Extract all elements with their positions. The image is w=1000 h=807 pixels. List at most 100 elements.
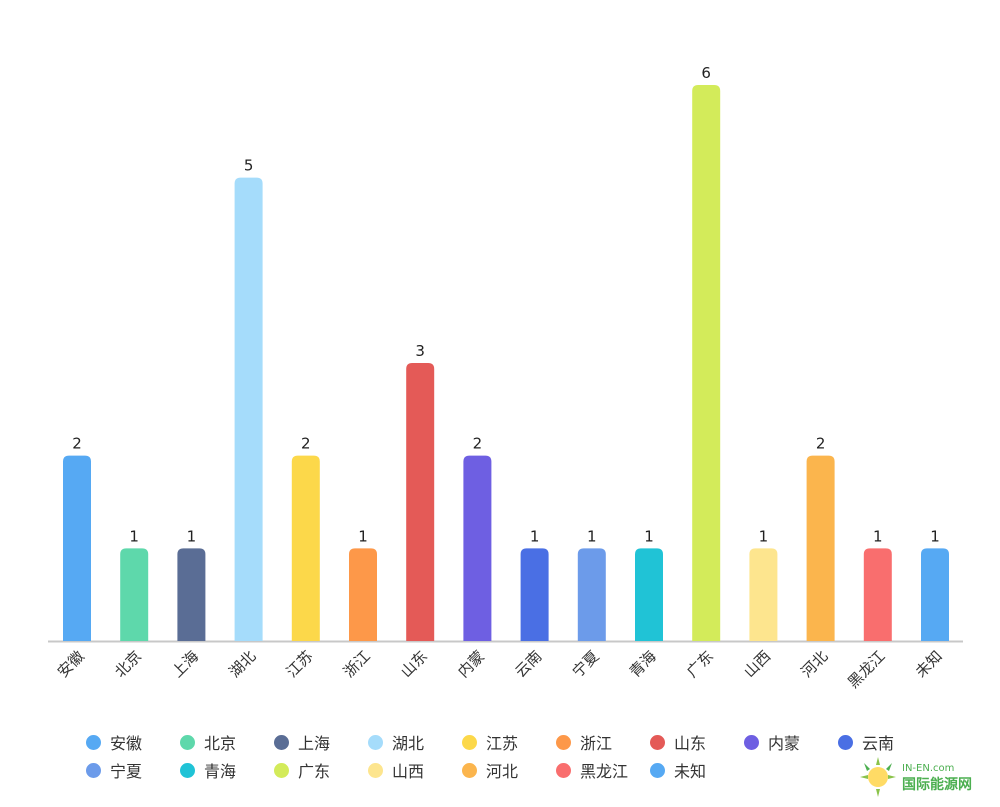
bar-9[interactable] [577, 548, 606, 641]
legend-item-8[interactable]: 云南 [838, 730, 932, 754]
bar-1[interactable] [120, 548, 149, 641]
value-label-2: 1 [187, 527, 197, 545]
x-tick-label-10: 青海 [626, 647, 660, 681]
x-tick-label-12: 山西 [740, 647, 774, 681]
legend-dot-icon [744, 734, 759, 750]
legend-item-2[interactable]: 上海 [274, 730, 368, 754]
legend-item-3[interactable]: 湖北 [368, 730, 462, 754]
bar-12[interactable] [749, 548, 778, 641]
legend-label-6: 山东 [674, 734, 707, 753]
legend-item-7[interactable]: 内蒙 [744, 730, 838, 754]
legend-item-15[interactable]: 未知 [650, 758, 744, 782]
value-label-9: 1 [587, 527, 597, 545]
value-label-7: 2 [473, 435, 483, 453]
value-label-13: 2 [816, 435, 826, 453]
legend-item-12[interactable]: 山西 [368, 758, 462, 782]
legend-item-13[interactable]: 河北 [462, 758, 556, 782]
bar-5[interactable] [349, 548, 377, 641]
legend-item-10[interactable]: 青海 [180, 758, 274, 782]
bar-3[interactable] [234, 177, 263, 641]
value-label-11: 6 [701, 64, 711, 82]
legend-dot-icon [274, 762, 289, 778]
x-tick-label-13: 河北 [797, 647, 831, 681]
value-label-3: 5 [244, 157, 254, 175]
x-tick-label-6: 山东 [397, 647, 431, 681]
watermark-line1: IN-EN.com [902, 763, 954, 774]
legend-dot-icon [838, 734, 853, 750]
bar-15[interactable] [921, 548, 949, 641]
legend-item-9[interactable]: 宁夏 [86, 758, 180, 782]
legend-label-4: 江苏 [486, 734, 519, 753]
legend-dot-icon [86, 762, 101, 778]
legend-dot-icon [368, 762, 383, 778]
x-tick-label-11: 广东 [683, 647, 717, 681]
value-label-6: 3 [415, 342, 425, 360]
legend-row: 宁夏 青海 广东 山西 河北 黑龙江 未知 [86, 756, 946, 784]
legend-dot-icon [274, 734, 289, 750]
x-tick-label-4: 江苏 [283, 647, 317, 681]
bar-6[interactable] [406, 363, 435, 641]
legend-label-8: 云南 [862, 734, 895, 753]
x-tick-label-7: 内蒙 [454, 647, 488, 681]
x-tick-label-15: 未知 [912, 647, 946, 681]
legend-label-10: 青海 [204, 762, 237, 781]
legend-label-13: 河北 [486, 762, 519, 781]
bar-4[interactable] [291, 455, 320, 641]
x-tick-label-8: 云南 [511, 647, 545, 681]
bar-11[interactable] [692, 85, 721, 641]
legend-dot-icon [368, 734, 383, 750]
legend-label-9: 宁夏 [110, 762, 143, 781]
legend-item-14[interactable]: 黑龙江 [556, 758, 650, 782]
watermark-line2: 国际能源网 [902, 776, 972, 793]
legend-label-3: 湖北 [392, 734, 425, 753]
value-label-0: 2 [72, 435, 82, 453]
legend-label-1: 北京 [204, 734, 237, 753]
legend-label-5: 浙江 [580, 734, 613, 753]
bar-2[interactable] [177, 548, 206, 641]
legend-dot-icon [180, 762, 195, 778]
legend-item-11[interactable]: 广东 [274, 758, 368, 782]
bar-0[interactable] [63, 455, 91, 641]
x-tick-label-0: 安徽 [54, 647, 88, 681]
bar-7[interactable] [463, 455, 492, 641]
bar-8[interactable] [520, 548, 549, 641]
legend-item-1[interactable]: 北京 [180, 730, 274, 754]
legend-label-7: 内蒙 [768, 734, 801, 753]
value-label-8: 1 [530, 527, 540, 545]
legend-dot-icon [462, 762, 477, 778]
legend-dot-icon [180, 734, 195, 750]
bar-chart: 2 安徽 1 北京 1 上海 5 湖北 2 江苏 1 浙江 3 山东 2 内蒙 1 云南 1 宁夏 1 青海 6 广东 1 山西 2… [48, 64, 963, 692]
legend-label-14: 黑龙江 [580, 762, 629, 781]
value-label-5: 1 [358, 527, 368, 545]
x-tick-label-1: 北京 [111, 647, 145, 681]
legend-label-2: 上海 [298, 734, 331, 753]
x-tick-label-3: 湖北 [225, 647, 259, 681]
x-tick-label-14: 黑龙江 [844, 647, 889, 692]
site-watermark: IN-EN.com 国际能源网 [856, 751, 986, 801]
legend-item-0[interactable]: 安徽 [86, 730, 180, 754]
legend-dot-icon [556, 734, 571, 750]
legend-dot-icon [86, 734, 101, 750]
value-label-10: 1 [644, 527, 654, 545]
bar-13[interactable] [806, 455, 835, 641]
watermark-logo-icon: IN-EN.com 国际能源网 [860, 757, 972, 797]
legend-label-12: 山西 [392, 762, 425, 781]
legend-label-11: 广东 [298, 762, 331, 781]
legend-dot-icon [556, 762, 571, 778]
value-label-15: 1 [930, 527, 940, 545]
bar-10[interactable] [635, 548, 663, 641]
legend-dot-icon [462, 734, 477, 750]
bar-14[interactable] [863, 548, 892, 641]
value-label-14: 1 [873, 527, 883, 545]
legend: 安徽 北京 上海 湖北 江苏 浙江 山东 内蒙 云南宁夏 青海 广东 山西 河北 黑龙江 未知 [86, 728, 946, 784]
legend-dot-icon [650, 734, 665, 750]
legend-row: 安徽 北京 上海 湖北 江苏 浙江 山东 内蒙 云南 [86, 728, 946, 756]
x-tick-label-2: 上海 [168, 647, 202, 681]
legend-item-6[interactable]: 山东 [650, 730, 744, 754]
legend-item-4[interactable]: 江苏 [462, 730, 556, 754]
value-label-1: 1 [129, 527, 139, 545]
legend-item-5[interactable]: 浙江 [556, 730, 650, 754]
x-tick-label-9: 宁夏 [569, 647, 603, 681]
x-tick-label-5: 浙江 [340, 647, 374, 681]
